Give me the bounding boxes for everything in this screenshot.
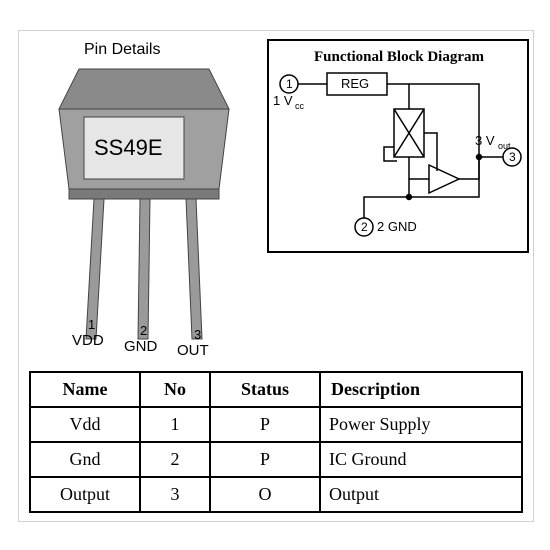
block-diagram-title: Functional Block Diagram [314,49,484,66]
datasheet-canvas: Pin Details SS49E 1 2 3 VDD GND OUT Func… [18,30,534,522]
chip-package-drawing: SS49E 1 2 3 VDD GND OUT [44,59,244,359]
table-row: Gnd 2 P IC Ground [30,442,522,477]
col-no: No [140,372,210,407]
pin1-caption: 1 V [273,93,293,108]
pin2-name: GND [124,338,158,355]
pin2-caption: 2 GND [377,219,417,234]
pin3-name: OUT [177,342,209,359]
pin1-name: VDD [72,332,104,349]
table-row: Output 3 O Output [30,477,522,512]
block-diagram-svg: REG 1 3 2 1 V cc 3 V out 2 GND [269,69,523,247]
table-body: Vdd 1 P Power Supply Gnd 2 P IC Ground O… [30,407,522,512]
col-status: Status [210,372,320,407]
pin3-circle-label: 3 [509,150,516,164]
lead-3 [186,199,202,339]
col-name: Name [30,372,140,407]
table-header-row: Name No Status Description [30,372,522,407]
svg-text:out: out [498,141,511,151]
pin2-num: 2 [140,323,147,338]
table-row: Vdd 1 P Power Supply [30,407,522,442]
pin3-caption: 3 V [475,133,495,148]
lead-2 [138,199,150,339]
col-desc: Description [320,372,522,407]
pin-details-title: Pin Details [84,41,160,59]
svg-text:cc: cc [295,101,305,111]
chip-label: SS49E [94,135,163,160]
pin3-num: 3 [194,327,201,342]
reg-label: REG [341,76,369,91]
pin2-circle-label: 2 [361,220,368,234]
pin-table: Name No Status Description Vdd 1 P Power… [29,371,523,513]
pin1-circle-label: 1 [286,77,293,91]
pin1-num: 1 [88,317,95,332]
